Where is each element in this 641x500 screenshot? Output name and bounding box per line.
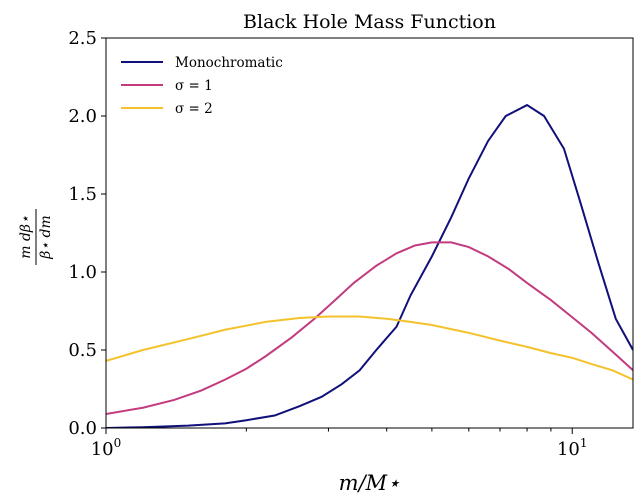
series-line-2 bbox=[106, 315, 633, 381]
legend-label-0: Monochromatic bbox=[175, 55, 283, 71]
x-axis-ticks: 100 101 bbox=[91, 428, 588, 460]
axes-frame bbox=[105, 37, 634, 429]
plot-area: 0.0 0.5 1.0 1.5 2.0 2.5 100 101 bbox=[68, 28, 634, 460]
series-line-1 bbox=[106, 241, 633, 415]
series-line-0 bbox=[106, 103, 633, 428]
legend-label-1: σ = 1 bbox=[175, 78, 213, 94]
y-tick-label: 0.5 bbox=[68, 340, 97, 361]
y-axis-ticks: 0.0 0.5 1.0 1.5 2.0 2.5 bbox=[68, 28, 106, 439]
y-axis-label-fraction: m dβ⋆ β⋆ dm bbox=[18, 209, 54, 265]
y-axis-label: m dβ⋆ β⋆ dm bbox=[18, 209, 54, 265]
chart-title: Black Hole Mass Function bbox=[243, 11, 496, 33]
x-axis-label-text: m/M⋆ bbox=[339, 471, 401, 495]
y-tick-label: 1.0 bbox=[68, 262, 97, 283]
legend-label-2: σ = 2 bbox=[175, 101, 213, 117]
y-label-denominator: β⋆ dm bbox=[38, 215, 54, 260]
series-layer bbox=[106, 103, 633, 428]
y-label-numerator: m dβ⋆ bbox=[18, 215, 34, 259]
x-axis-label: m/M⋆ bbox=[339, 471, 401, 495]
x-tick-label: 101 bbox=[557, 436, 588, 460]
y-tick-label: 1.5 bbox=[68, 184, 97, 205]
y-tick-label: 2.0 bbox=[68, 106, 97, 127]
y-tick-label: 2.5 bbox=[68, 28, 97, 49]
y-tick-label: 0.0 bbox=[68, 418, 97, 439]
x-tick-label: 100 bbox=[91, 436, 122, 460]
legend: Monochromatic σ = 1 σ = 2 bbox=[121, 55, 283, 117]
